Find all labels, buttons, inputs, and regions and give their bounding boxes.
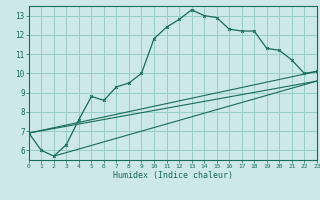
X-axis label: Humidex (Indice chaleur): Humidex (Indice chaleur) (113, 171, 233, 180)
